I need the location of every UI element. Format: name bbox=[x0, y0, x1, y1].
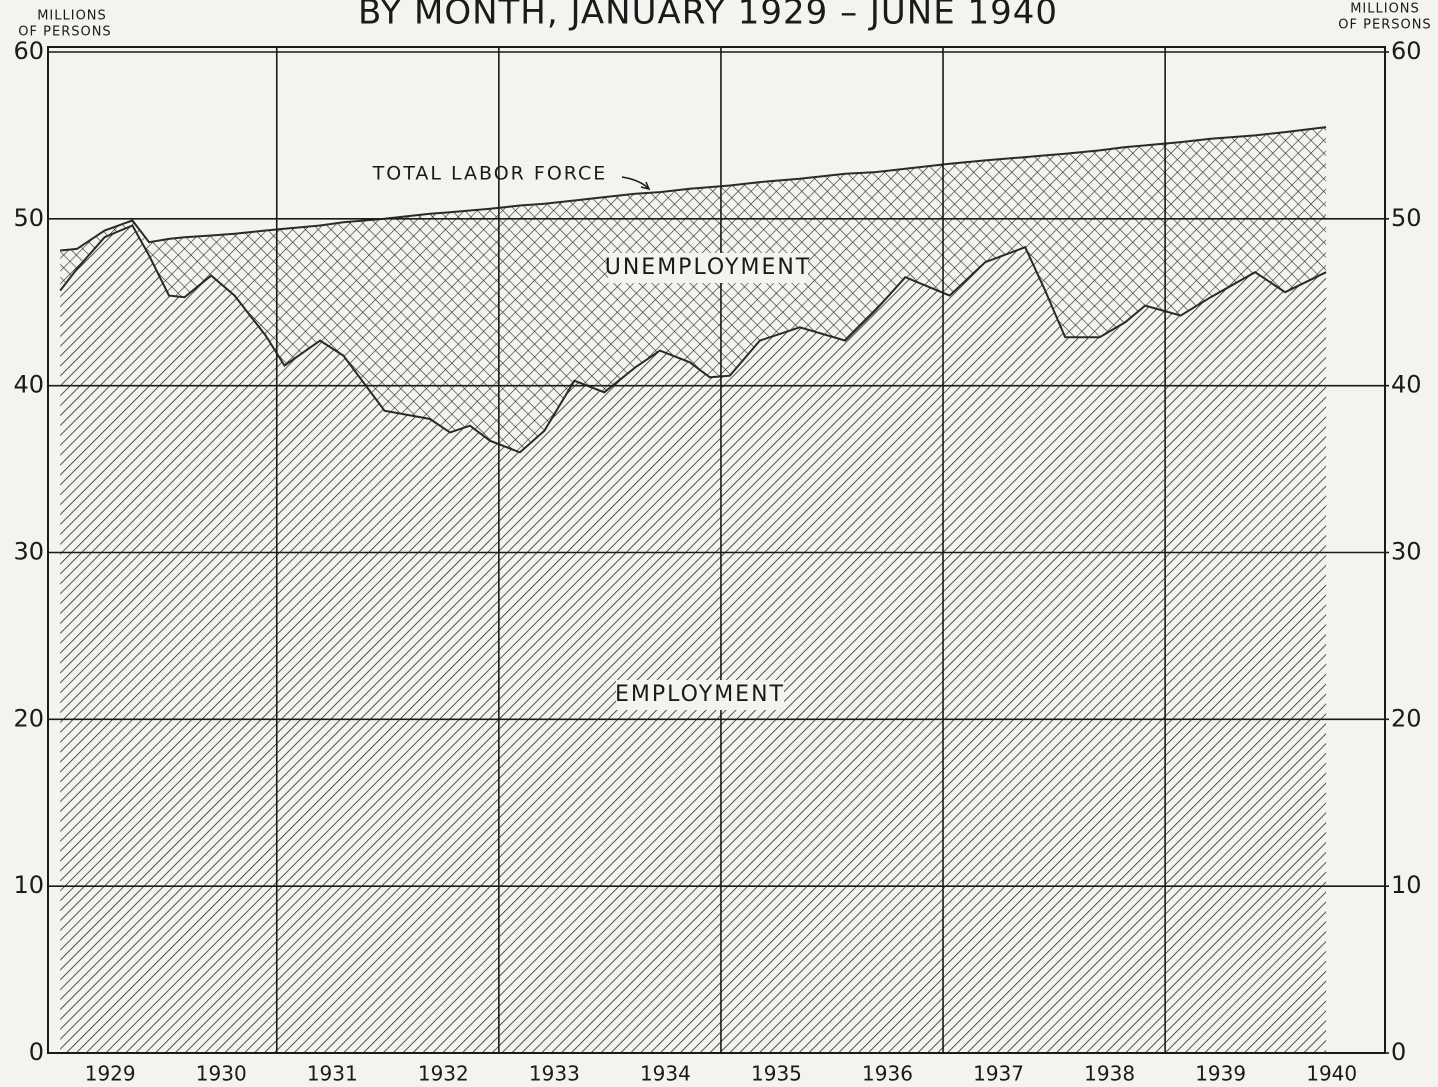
area-label-bg bbox=[608, 253, 808, 283]
y2-tick-label: 10 bbox=[1391, 871, 1422, 899]
x-tick-label: 1936 bbox=[862, 1062, 913, 1086]
area-edge bbox=[60, 126, 1327, 252]
y-tick-label: 30 bbox=[13, 538, 44, 566]
y2-axis-label: MILLIONS bbox=[1350, 2, 1420, 17]
area-label: UNEMPLOYMENT bbox=[605, 255, 812, 280]
x-tick-label: 1938 bbox=[1084, 1062, 1135, 1086]
y2-tick-label: 60 bbox=[1391, 37, 1422, 65]
x-tick-label: 1935 bbox=[751, 1062, 802, 1086]
y-axis-label: MILLIONS bbox=[37, 9, 107, 24]
y-tick-label: 40 bbox=[13, 371, 44, 399]
area-label-bg bbox=[616, 680, 784, 710]
area bbox=[60, 225, 1327, 1053]
y-tick-label: 20 bbox=[13, 704, 44, 732]
x-tick-label: 1933 bbox=[529, 1062, 580, 1086]
x-tick-label: 1934 bbox=[640, 1062, 691, 1086]
y2-tick-label: 50 bbox=[1391, 204, 1422, 232]
y2-tick-label: 0 bbox=[1391, 1038, 1406, 1066]
y-tick-label: 10 bbox=[13, 871, 44, 899]
x-tick-label: 1940 bbox=[1306, 1062, 1357, 1086]
x-tick-label: 1929 bbox=[85, 1062, 136, 1086]
x-tick-label: 1932 bbox=[418, 1062, 469, 1086]
y2-axis-label: OF PERSONS bbox=[1338, 18, 1431, 33]
y-axis-label: OF PERSONS bbox=[18, 25, 111, 40]
y2-tick-label: 30 bbox=[1391, 538, 1422, 566]
y-tick-label: 0 bbox=[29, 1038, 44, 1066]
annotation-arrow-head bbox=[640, 181, 651, 191]
annotation-arrow bbox=[621, 176, 649, 189]
annotation: TOTAL LABOR FORCE bbox=[372, 163, 608, 185]
y-tick-label: 50 bbox=[13, 204, 44, 232]
chart-title: BY MONTH, JANUARY 1929 – JUNE 1940 bbox=[358, 0, 1058, 33]
plot-frame bbox=[47, 46, 1386, 1054]
x-tick-label: 1930 bbox=[196, 1062, 247, 1086]
area-label: EMPLOYMENT bbox=[615, 682, 785, 707]
area bbox=[60, 127, 1327, 453]
y2-tick-label: 20 bbox=[1391, 704, 1422, 732]
y-tick-label: 60 bbox=[13, 37, 44, 65]
x-tick-label: 1939 bbox=[1195, 1062, 1246, 1086]
x-tick-label: 1937 bbox=[973, 1062, 1024, 1086]
x-tick-label: 1931 bbox=[307, 1062, 358, 1086]
y2-tick-label: 40 bbox=[1391, 371, 1422, 399]
